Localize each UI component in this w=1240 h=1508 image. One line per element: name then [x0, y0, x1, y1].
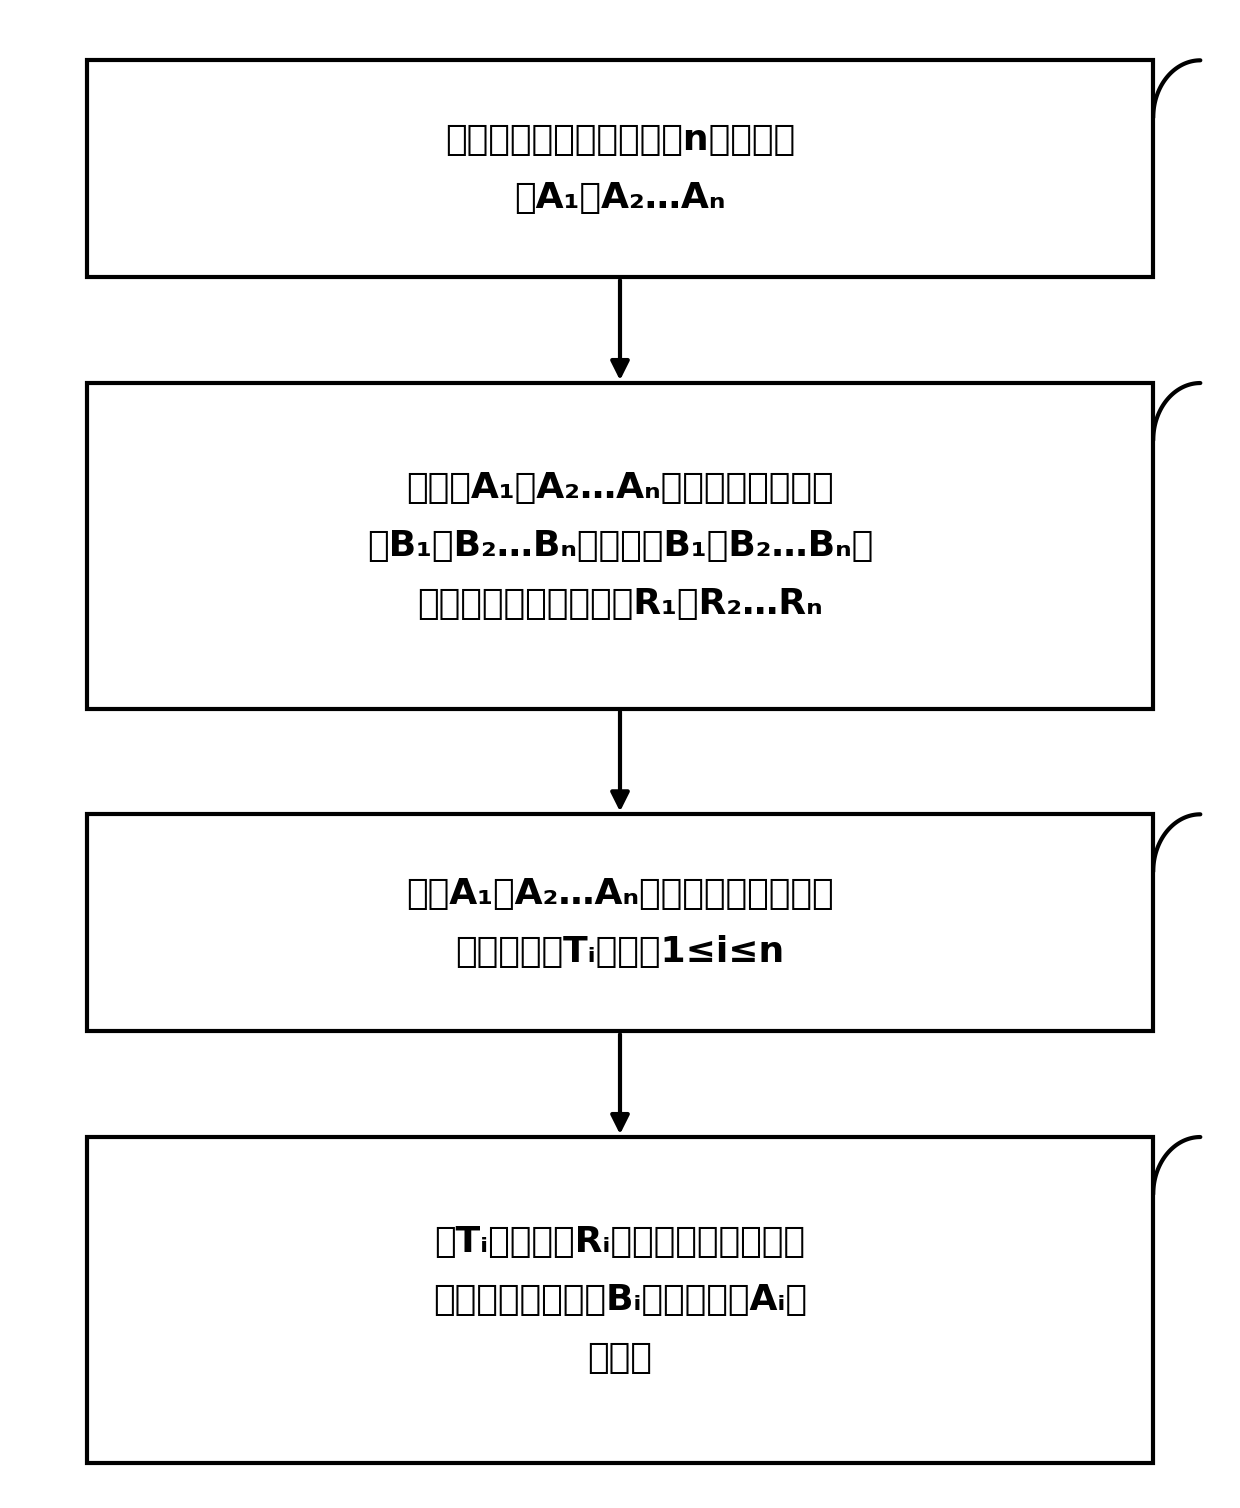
- Text: 行加热: 行加热: [588, 1341, 652, 1375]
- Bar: [87, 383, 1153, 709]
- Bar: [87, 60, 1153, 277]
- Text: 结果启动加热装置Bᵢ对检测区域Aᵢ进: 结果启动加热装置Bᵢ对检测区域Aᵢ进: [433, 1283, 807, 1316]
- Text: 域A₁、A₂…Aₙ: 域A₁、A₂…Aₙ: [515, 181, 725, 214]
- Text: 获取A₁、A₂…Aₙ中任一个检测区域的: 获取A₁、A₂…Aₙ中任一个检测区域的: [407, 878, 833, 911]
- Bar: [87, 1137, 1153, 1463]
- Bar: [87, 814, 1153, 1031]
- Text: 预设与A₁、A₂…Aₙ一一对应的加热装: 预设与A₁、A₂…Aₙ一一对应的加热装: [407, 470, 833, 505]
- Text: 将注塑模具下盖板预设为n个检测区: 将注塑模具下盖板预设为n个检测区: [445, 124, 795, 157]
- Text: 将Tᵢ与对应的Rᵢ进行比较，根据比较: 将Tᵢ与对应的Rᵢ进行比较，根据比较: [434, 1224, 806, 1259]
- Text: 当前温度値Tᵢ，其中1≤i≤n: 当前温度値Tᵢ，其中1≤i≤n: [455, 935, 785, 968]
- Text: 分别预设有目标温度値R₁、R₂…Rₙ: 分别预设有目标温度値R₁、R₂…Rₙ: [417, 587, 823, 621]
- Text: 置B₁、B₂…Bₙ，其中，B₁、B₂…Bₙ中: 置B₁、B₂…Bₙ，其中，B₁、B₂…Bₙ中: [367, 529, 873, 562]
